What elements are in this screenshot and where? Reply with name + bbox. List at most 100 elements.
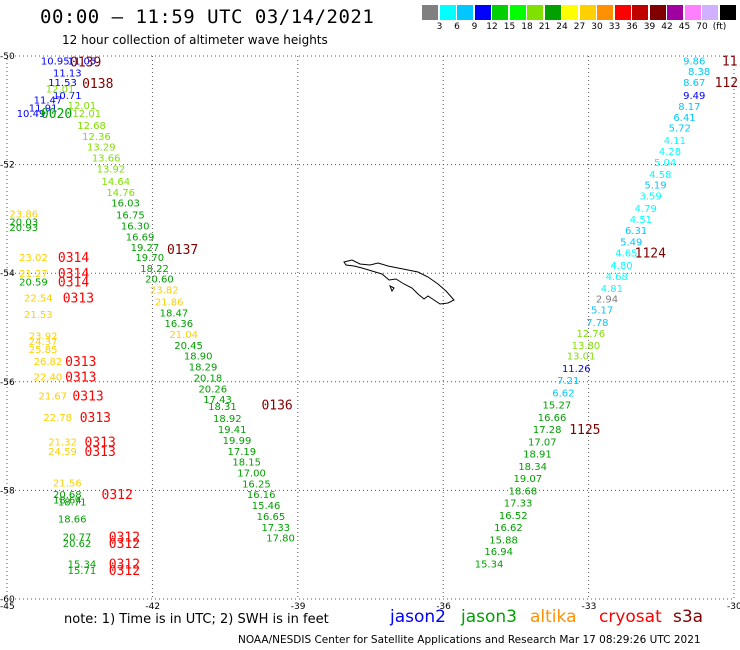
- swh-value: 4.28: [659, 147, 681, 158]
- legend-swatch: [632, 5, 648, 20]
- swh-value: 13.29: [87, 143, 116, 154]
- swh-value: 7.21: [557, 376, 579, 387]
- swh-value: 15.34: [475, 560, 504, 571]
- lon-tick-label: -33: [582, 602, 597, 612]
- pass-label: 0313: [80, 411, 111, 426]
- swh-value: 21.67: [39, 391, 68, 402]
- swh-value: 17.33: [504, 498, 533, 509]
- swh-value: 23.86: [9, 209, 38, 220]
- legend-label: 3: [436, 22, 443, 32]
- swh-value: 20.68: [53, 490, 82, 501]
- swh-value: 16.69: [126, 232, 155, 243]
- swh-value: 18.34: [518, 462, 547, 473]
- legend-label: 24: [556, 22, 568, 32]
- swh-value: 21.86: [155, 297, 184, 308]
- swh-value: 20.45: [174, 341, 203, 352]
- swh-value: 13.80: [572, 341, 601, 352]
- swh-value: 20.03: [9, 218, 38, 229]
- swh-value: 18.91: [523, 449, 552, 460]
- swh-value: 10.71: [53, 91, 82, 102]
- pass-label: 1125: [569, 423, 600, 438]
- swh-value: 4.81: [601, 284, 623, 295]
- swh-value: 2.94: [596, 295, 618, 306]
- pass-label: 0313: [85, 436, 116, 451]
- swh-value: 20.93: [9, 223, 38, 234]
- swh-value: 16.65: [257, 512, 286, 523]
- swh-value: 19.27: [131, 243, 160, 254]
- swh-value: 13.01: [567, 352, 596, 363]
- swh-value: 21.04: [169, 330, 198, 341]
- legend-swatch: [702, 5, 718, 20]
- swh-value: 16.16: [247, 490, 276, 501]
- swh-value: 16.62: [494, 523, 523, 534]
- swh-value: 12.68: [77, 121, 106, 132]
- pass-label: 0313: [65, 355, 96, 370]
- swh-value: 17.00: [237, 468, 266, 479]
- swh-value: 16.66: [538, 413, 567, 424]
- pass-label: 1124: [635, 247, 666, 262]
- satellite-jason3: jason3: [461, 607, 517, 627]
- swh-value: 6.41: [673, 113, 695, 124]
- lat-tick-label: -52: [0, 161, 15, 171]
- swh-value: 17.28: [533, 425, 562, 436]
- legend-label: 9: [471, 22, 478, 32]
- swh-value: 22.54: [24, 294, 53, 305]
- legend-swatch: [649, 5, 666, 20]
- swh-value: 25.85: [29, 345, 58, 356]
- legend-label: 30: [591, 22, 603, 32]
- swh-value: 15.46: [252, 501, 281, 512]
- pass-label: 0314: [58, 251, 89, 266]
- swh-value: 18.68: [509, 486, 538, 497]
- footer-credit: NOAA/NESDIS Center for Satellite Applica…: [238, 634, 701, 646]
- swh-value: 16.36: [165, 319, 194, 330]
- swh-value: 12.01: [46, 85, 75, 96]
- pass-label: 112.: [715, 76, 740, 91]
- swh-value: 18.90: [184, 352, 213, 363]
- swh-value: 4.11: [664, 136, 686, 147]
- legend-label: 36: [626, 22, 638, 32]
- legend-swatch: [474, 5, 491, 20]
- swh-value: 13.92: [97, 164, 126, 175]
- swh-value: 16.30: [121, 221, 150, 232]
- swh-value: 14.76: [106, 188, 135, 199]
- swh-value: 24.37: [29, 337, 58, 348]
- swh-value: 11.53: [48, 78, 77, 89]
- pass-label: 0313: [85, 445, 116, 460]
- pass-label: 0314: [58, 275, 89, 290]
- swh-value: 22.40: [34, 372, 63, 383]
- swh-value: 19.99: [223, 436, 252, 447]
- swh-value: 18.92: [213, 414, 242, 425]
- pass-labels: 0139013800200137031403140314031303130313…: [41, 54, 740, 579]
- satellite-cryosat: cryosat: [599, 607, 662, 627]
- swh-value: 11.26: [562, 364, 591, 375]
- pass-label: 0312: [109, 564, 140, 579]
- swh-value: 8.38: [688, 67, 710, 78]
- swh-value: 5.72: [669, 124, 691, 135]
- legend-swatch: [492, 5, 508, 20]
- swh-value: 23.82: [150, 285, 179, 296]
- legend-swatch: [684, 5, 701, 20]
- swh-value: 21.53: [24, 310, 53, 321]
- lat-tick-label: -58: [0, 486, 15, 496]
- pass-label: 0313: [72, 389, 103, 404]
- swh-value: 21.56: [53, 478, 82, 489]
- swh-value: 21.27: [19, 269, 48, 280]
- swh-value: 24.59: [48, 447, 77, 458]
- legend-swatch: [439, 5, 456, 20]
- legend-swatch: [527, 5, 543, 20]
- swh-value: 16.03: [111, 199, 140, 210]
- swh-value: 18.47: [160, 308, 189, 319]
- pass-label: 11: [722, 54, 738, 69]
- pass-label: 0313: [65, 370, 96, 385]
- swh-value: 12.36: [82, 132, 111, 143]
- pass-label: 0312: [109, 537, 140, 552]
- swh-value: 9.49: [683, 91, 705, 102]
- swh-value: 11.91: [29, 104, 58, 115]
- swh-value: 17.43: [203, 395, 232, 406]
- legend-swatch: [509, 5, 526, 20]
- legend-label: 12: [486, 22, 498, 32]
- lat-tick-label: -50: [0, 52, 15, 62]
- lon-tick-label: -39: [291, 602, 306, 612]
- swh-value: 19.07: [513, 474, 542, 485]
